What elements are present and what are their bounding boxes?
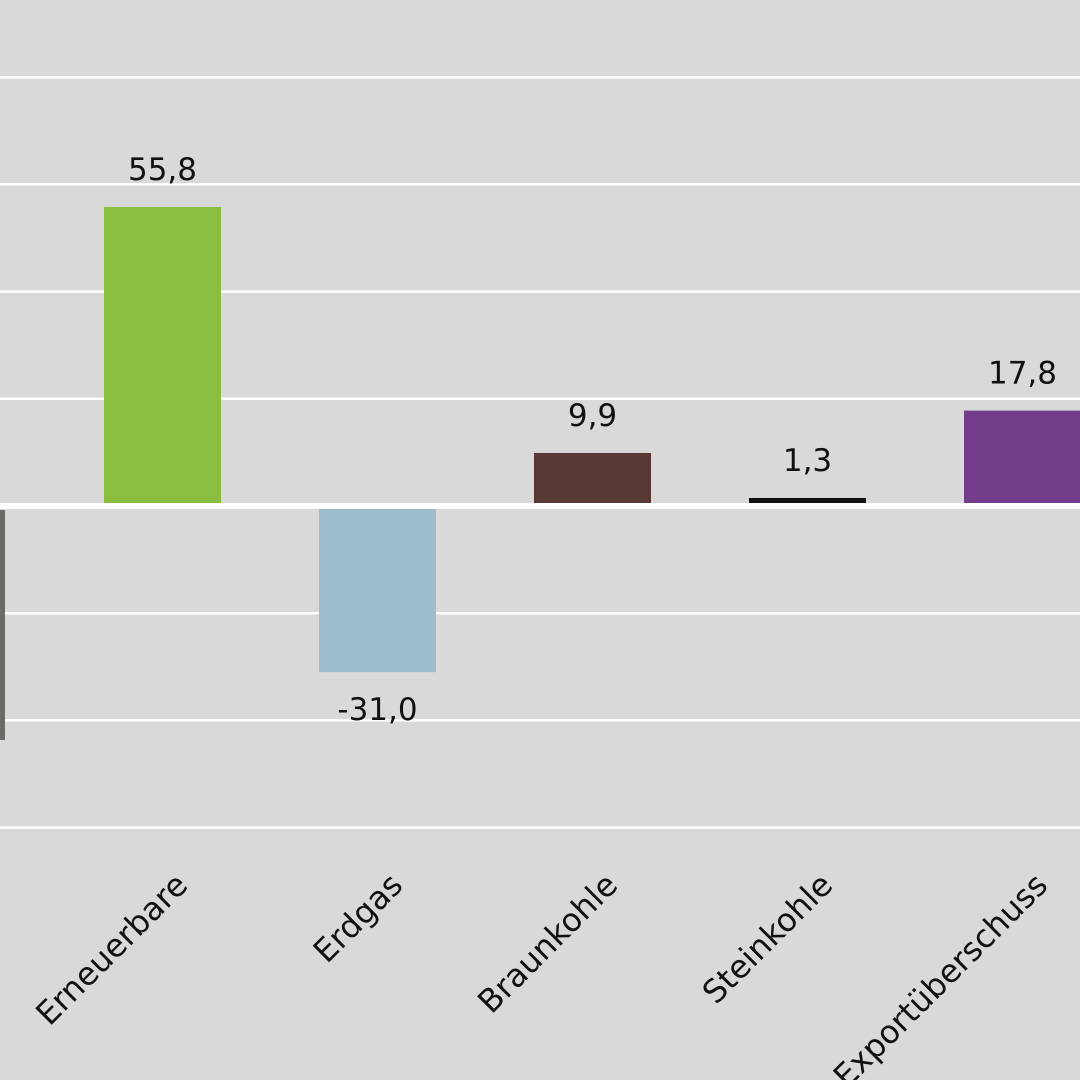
value-labels: 55,8 -31,0 9,9 1,3 17,8 [128, 152, 1057, 728]
bar-exportüberschuss [964, 410, 1080, 503]
bar-braunkohle [534, 452, 651, 503]
value-label-erneuerbare: 55,8 [128, 152, 197, 188]
value-label-erdgas: -31,0 [337, 692, 417, 728]
bar-erdgas [319, 509, 436, 673]
value-label-braunkohle: 9,9 [568, 398, 617, 434]
left-axis-marker [0, 510, 5, 740]
value-label-exportüberschuss: 17,8 [988, 356, 1057, 392]
bars [104, 206, 1080, 673]
bar-steinkohle [749, 498, 866, 503]
bar-erneuerbare [104, 206, 221, 504]
value-label-steinkohle: 1,3 [783, 443, 832, 479]
